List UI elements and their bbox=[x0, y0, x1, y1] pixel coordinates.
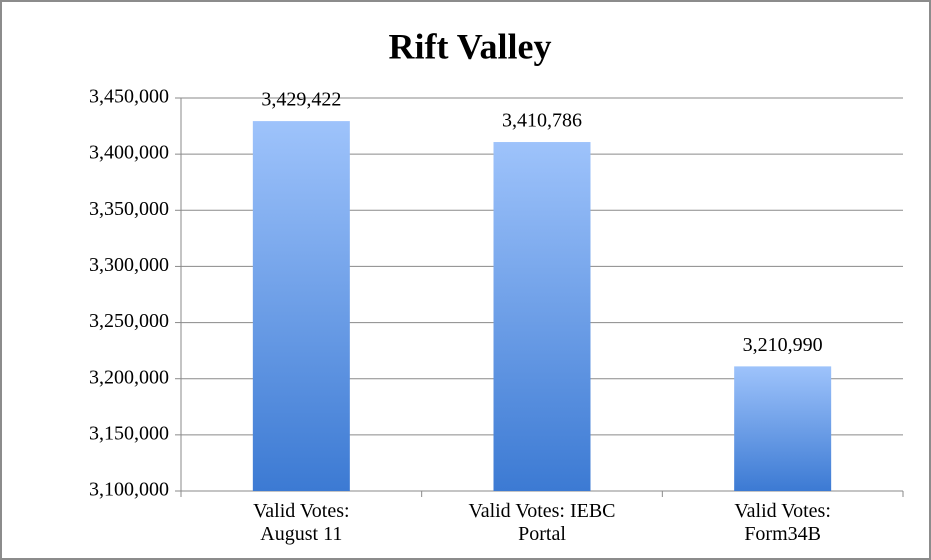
x-tick-label: Valid Votes: August 11 bbox=[253, 500, 350, 545]
y-tick-label: 3,250,000 bbox=[89, 310, 169, 332]
chart-title: Rift Valley bbox=[388, 26, 551, 66]
value-label: 3,410,786 bbox=[502, 110, 582, 132]
y-tick-label: 3,300,000 bbox=[89, 254, 169, 276]
bar bbox=[252, 121, 350, 492]
bar bbox=[734, 366, 832, 491]
value-label: 3,210,990 bbox=[743, 334, 823, 356]
y-tick-label: 3,350,000 bbox=[89, 198, 169, 220]
y-tick-label: 3,400,000 bbox=[89, 142, 169, 164]
bar bbox=[493, 142, 591, 491]
y-tick-label: 3,150,000 bbox=[89, 422, 169, 444]
y-tick-label: 3,100,000 bbox=[89, 479, 169, 501]
y-tick-label: 3,450,000 bbox=[89, 86, 169, 108]
x-tick-label: Valid Votes: IEBC Portal bbox=[468, 500, 616, 545]
value-label: 3,429,422 bbox=[261, 89, 341, 111]
x-tick-label: Valid Votes: Form34B bbox=[734, 500, 831, 545]
y-tick-label: 3,200,000 bbox=[89, 366, 169, 388]
